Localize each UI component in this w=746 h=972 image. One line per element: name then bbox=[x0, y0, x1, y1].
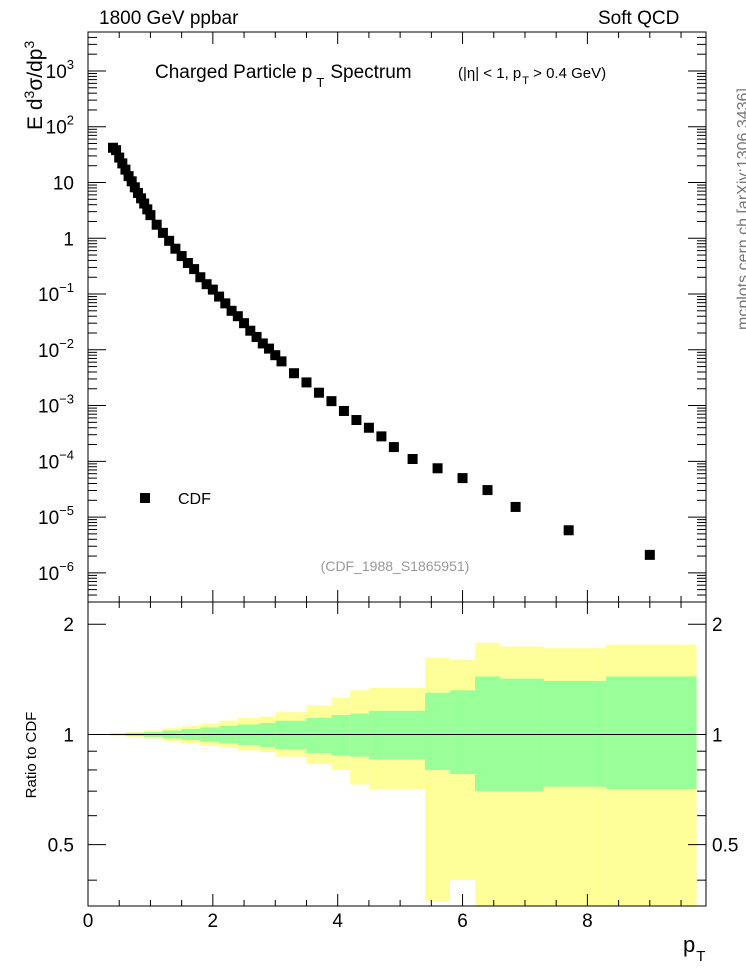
kinematic-cuts: (|η| < 1, pT > 0.4 GeV) bbox=[458, 65, 606, 87]
data-point bbox=[182, 258, 193, 269]
data-point bbox=[136, 193, 147, 204]
ratio-y-tick-label: 2 bbox=[63, 615, 74, 636]
y-tick-label: 10−1 bbox=[38, 280, 74, 306]
stat-uncertainty-band bbox=[450, 690, 476, 774]
data-point bbox=[482, 485, 493, 496]
ratio-y-tick-label-right: 2 bbox=[712, 615, 723, 636]
x-tick-label: 8 bbox=[582, 911, 593, 932]
stat-uncertainty-band bbox=[275, 720, 307, 750]
x-tick-label: 2 bbox=[208, 911, 219, 932]
upper-plot-frame bbox=[87, 31, 707, 603]
data-point bbox=[220, 298, 231, 309]
ratio-bands bbox=[109, 642, 697, 906]
ratio-y-tick-label: 1 bbox=[63, 725, 74, 746]
stat-uncertainty-band bbox=[306, 717, 332, 753]
data-point bbox=[157, 227, 168, 238]
y-tick-label: 1 bbox=[63, 229, 74, 250]
stat-uncertainty-band bbox=[543, 680, 607, 787]
process-label: Soft QCD bbox=[598, 8, 680, 29]
data-point bbox=[563, 525, 574, 536]
data-point bbox=[407, 454, 418, 465]
data-point bbox=[376, 431, 387, 442]
stat-uncertainty-band bbox=[425, 692, 451, 770]
data-point bbox=[351, 415, 362, 426]
data-point bbox=[338, 405, 349, 416]
y-tick-label: 10−5 bbox=[38, 503, 74, 529]
x-tick-label: 0 bbox=[83, 911, 94, 932]
axis-ticks bbox=[87, 31, 706, 906]
y-tick-label: 10−6 bbox=[38, 559, 74, 585]
data-points bbox=[107, 142, 655, 560]
data-point bbox=[132, 187, 143, 198]
data-point bbox=[251, 331, 262, 342]
data-point bbox=[142, 204, 153, 215]
data-point bbox=[301, 377, 312, 388]
data-point bbox=[195, 272, 206, 283]
ratio-y-tick-label-right: 1 bbox=[712, 725, 723, 746]
data-point bbox=[226, 305, 237, 316]
x-axis-label: pT bbox=[683, 932, 705, 965]
stat-uncertainty-band bbox=[475, 676, 500, 792]
data-point bbox=[214, 291, 225, 302]
plot-title: Charged Particle p T Spectrum bbox=[155, 62, 412, 90]
data-point bbox=[239, 318, 250, 329]
energy-label: 1800 GeV ppbar bbox=[99, 8, 239, 29]
y-tick-label: 10−3 bbox=[38, 392, 74, 418]
data-point bbox=[189, 264, 200, 275]
data-point bbox=[257, 338, 268, 349]
data-point bbox=[201, 279, 212, 290]
x-tick-label: 6 bbox=[457, 911, 468, 932]
data-point bbox=[126, 176, 137, 187]
data-point bbox=[270, 350, 281, 361]
y-tick-label: 10 bbox=[53, 174, 74, 195]
x-tick-label: 4 bbox=[332, 911, 343, 932]
source-watermark: mcplots.cern.ch [arXiv:1306.3436] bbox=[735, 88, 746, 330]
ratio-y-tick-label: 0.5 bbox=[48, 836, 74, 857]
data-point bbox=[264, 343, 275, 354]
data-point bbox=[129, 182, 140, 193]
data-point bbox=[120, 164, 131, 175]
stat-uncertainty-band bbox=[350, 713, 369, 757]
data-point bbox=[164, 235, 175, 246]
ratio-axis-label: Ratio to CDF bbox=[23, 712, 40, 799]
data-point bbox=[644, 549, 655, 560]
data-point bbox=[363, 422, 374, 433]
data-point bbox=[245, 325, 256, 336]
data-point bbox=[326, 396, 337, 407]
analysis-reference: (CDF_1988_S1865951) bbox=[321, 558, 470, 574]
data-point bbox=[432, 463, 443, 474]
data-point bbox=[151, 219, 162, 230]
ratio-y-tick-label-right: 0.5 bbox=[712, 836, 738, 857]
data-point bbox=[123, 171, 134, 182]
y-axis-label: E d3σ/dp3 bbox=[21, 41, 47, 130]
y-tick-label: 102 bbox=[46, 113, 74, 139]
stat-uncertainty-band bbox=[606, 676, 697, 789]
data-point bbox=[276, 356, 287, 367]
y-tick-label: 10−2 bbox=[38, 336, 74, 362]
data-point bbox=[145, 210, 156, 221]
data-point bbox=[510, 501, 521, 512]
legend-marker bbox=[140, 493, 150, 503]
data-point bbox=[117, 158, 128, 169]
data-point bbox=[170, 243, 181, 254]
data-point bbox=[313, 387, 324, 398]
y-tick-label: 10−4 bbox=[38, 447, 74, 473]
y-tick-label: 103 bbox=[46, 57, 74, 83]
data-point bbox=[139, 198, 150, 209]
data-point bbox=[114, 152, 125, 163]
data-point bbox=[232, 311, 243, 322]
stat-uncertainty-band bbox=[331, 715, 351, 756]
data-point bbox=[207, 284, 218, 295]
ratio-plot-frame bbox=[87, 601, 707, 907]
data-point bbox=[111, 145, 122, 156]
legend-label: CDF bbox=[178, 491, 211, 508]
data-point bbox=[289, 368, 299, 379]
stat-uncertainty-band bbox=[368, 710, 426, 760]
data-point bbox=[388, 442, 399, 453]
data-point bbox=[176, 251, 187, 262]
data-point bbox=[457, 473, 468, 484]
